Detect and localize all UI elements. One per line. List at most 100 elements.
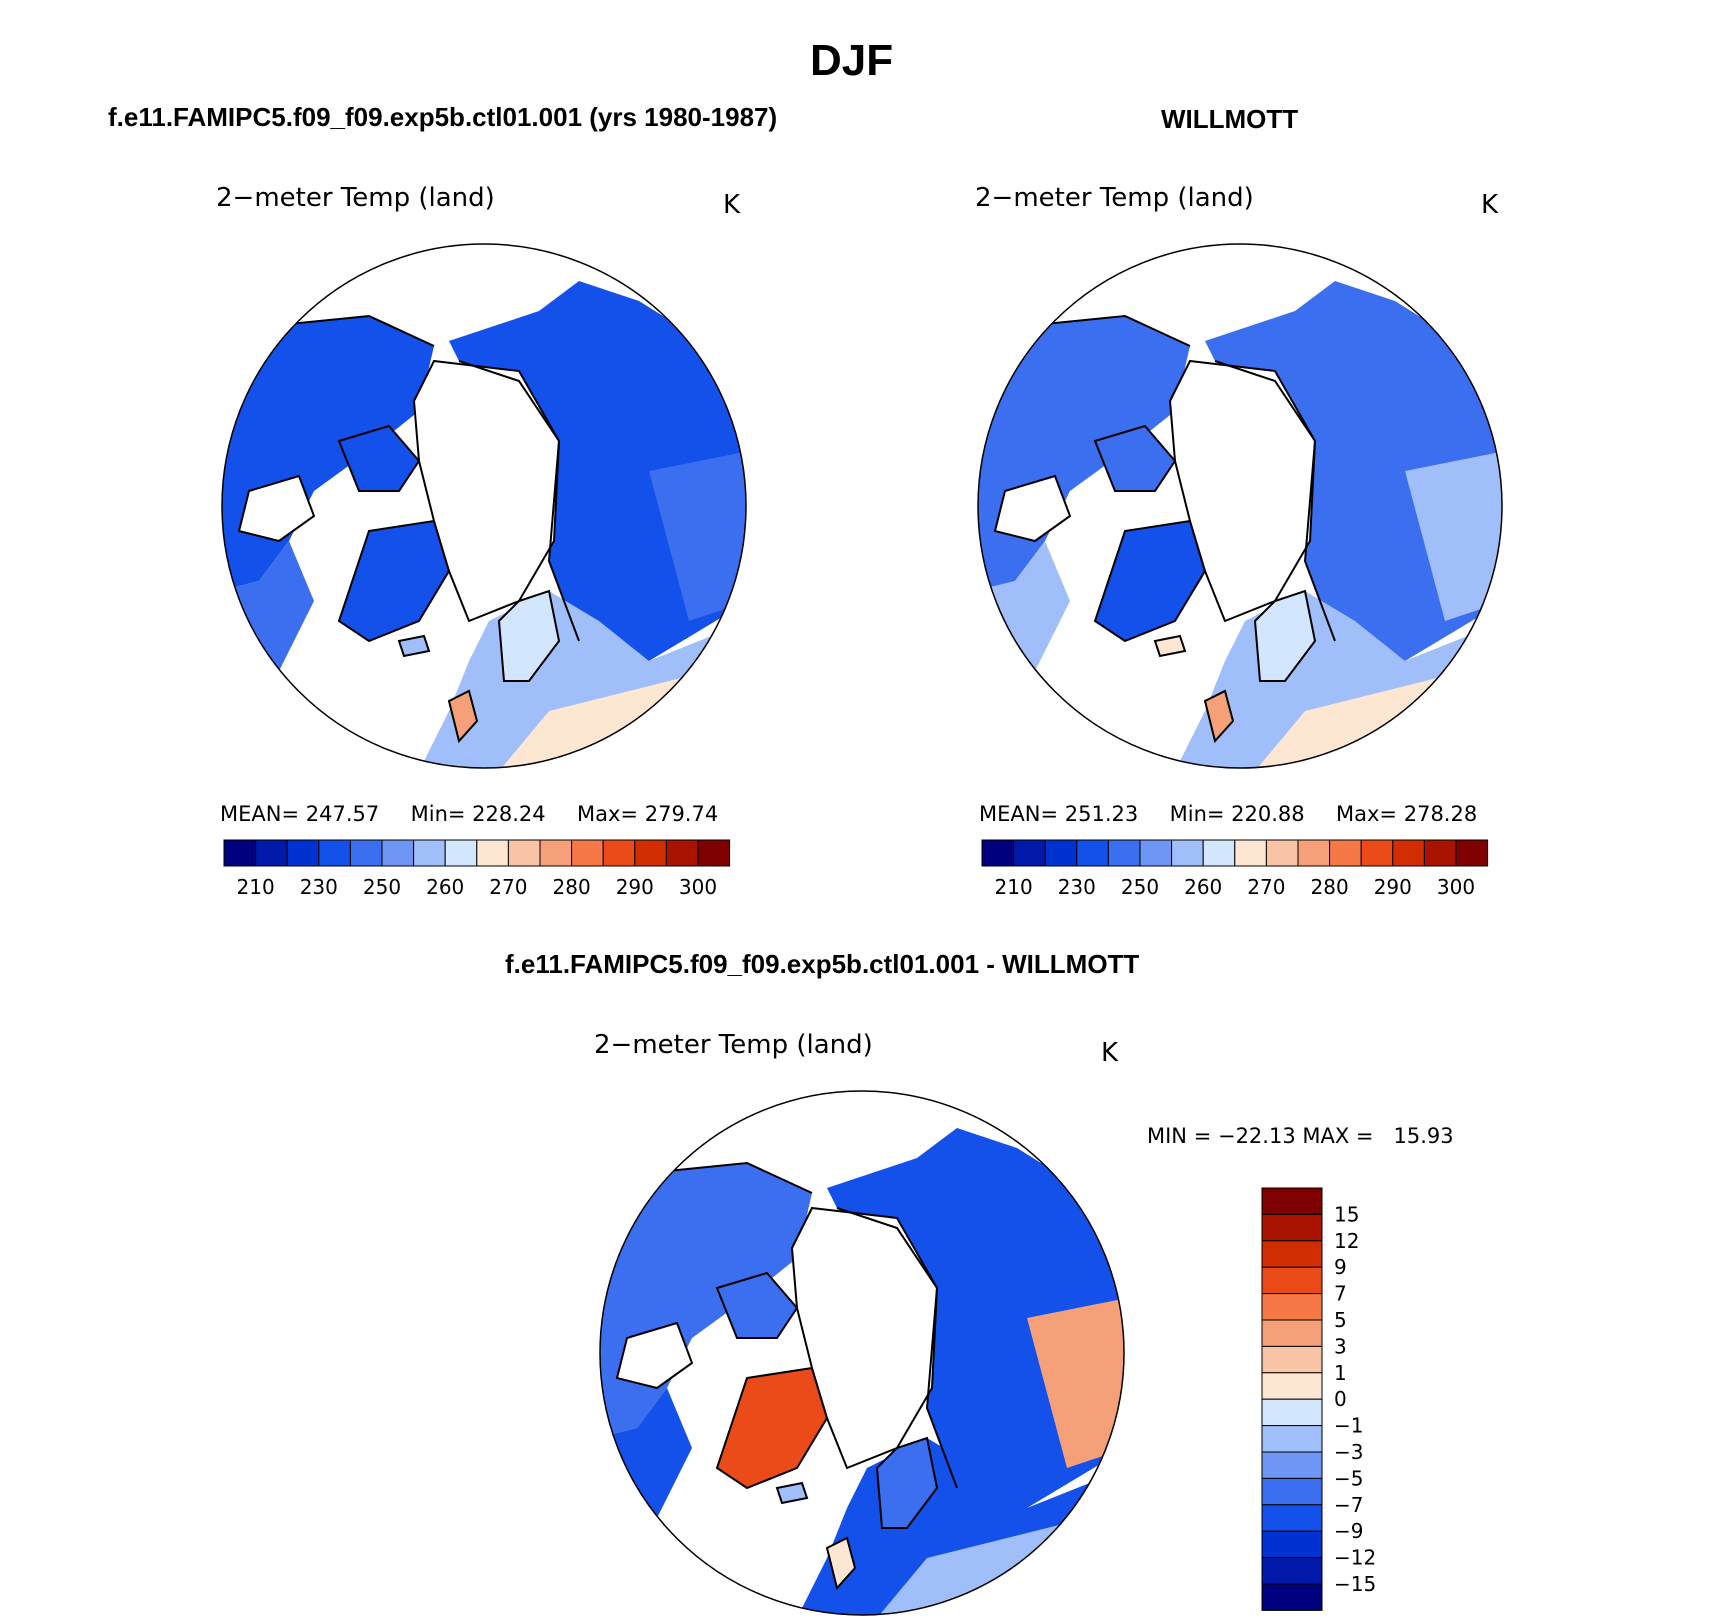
colorbar-tick-label: −1 bbox=[1334, 1414, 1363, 1438]
coastline-eurasia bbox=[836, 1207, 958, 1489]
colorbar-box bbox=[1261, 1425, 1323, 1453]
model-max-label: Max= bbox=[577, 802, 639, 826]
obs-colorbar: 210 230 250 260 270 280 290 300 bbox=[981, 839, 1489, 899]
obs-max-value: 278.28 bbox=[1403, 802, 1478, 826]
colorbar-tick-label: 12 bbox=[1334, 1229, 1359, 1253]
colorbar-box bbox=[1261, 1398, 1323, 1427]
colorbar-box bbox=[286, 839, 320, 867]
colorbar-tick-label: 280 bbox=[553, 875, 591, 899]
obs-min-value: 220.88 bbox=[1231, 802, 1305, 826]
colorbar-box bbox=[1455, 839, 1489, 867]
colorbar-tick-label: 250 bbox=[1121, 875, 1159, 899]
land-iceland bbox=[397, 634, 431, 658]
land-eurasia bbox=[827, 1128, 1124, 1508]
colorbar-tick-label: −12 bbox=[1334, 1546, 1376, 1570]
colorbar-box bbox=[1261, 1319, 1323, 1347]
model-colorbar: 210 230 250 260 270 280 290 300 bbox=[223, 839, 731, 899]
colorbar-box bbox=[571, 839, 604, 867]
hudson-bay bbox=[993, 474, 1072, 543]
colorbar-tick-label: 300 bbox=[1437, 875, 1475, 899]
arctic-ocean bbox=[790, 1206, 939, 1470]
colorbar-box bbox=[697, 839, 731, 867]
model-stats: MEAN= 247.57 Min= 228.24 Max= 279.74 bbox=[220, 802, 718, 826]
colorbar-box bbox=[1139, 839, 1173, 867]
colorbar-tick-label: 260 bbox=[1184, 875, 1222, 899]
hudson-bay bbox=[237, 474, 316, 543]
colorbar-box bbox=[1297, 839, 1331, 867]
colorbar-box bbox=[1261, 1451, 1323, 1479]
model-variable-title: 2−meter Temp (land) bbox=[216, 183, 495, 213]
obs-variable-title: 2−meter Temp (land) bbox=[975, 183, 1254, 213]
colorbar-box bbox=[1423, 839, 1457, 867]
coastline-eurasia bbox=[458, 360, 580, 642]
land-iceland bbox=[775, 1481, 809, 1505]
colorbar-box bbox=[1261, 1477, 1323, 1506]
colorbar-tick-label: −5 bbox=[1334, 1466, 1363, 1490]
colorbar-tick-label: −3 bbox=[1334, 1440, 1363, 1464]
colorbar-tick-label: 290 bbox=[1374, 875, 1412, 899]
land-british-isles bbox=[825, 1536, 857, 1591]
obs-panel-header: WILLMOTT bbox=[1161, 104, 1299, 134]
obs-units-label: K bbox=[1481, 190, 1499, 220]
colorbar-box bbox=[1261, 1240, 1323, 1268]
land-eurasia bbox=[1205, 281, 1502, 661]
colorbar-tick-label: 280 bbox=[1311, 875, 1349, 899]
colorbar-box bbox=[1261, 1213, 1323, 1242]
colorbar-tick-label: 5 bbox=[1334, 1308, 1347, 1332]
colorbar-tick-label: 230 bbox=[300, 875, 338, 899]
land-arctic-archipelago bbox=[715, 1271, 799, 1339]
obs-mean-value: 251.23 bbox=[1064, 802, 1139, 826]
colorbar-box bbox=[602, 839, 636, 867]
colorbar-tick-label: −15 bbox=[1334, 1572, 1376, 1596]
obs-mean-label: MEAN= bbox=[979, 802, 1059, 826]
colorbar-box bbox=[1392, 839, 1425, 867]
colorbar-box bbox=[1261, 1293, 1323, 1321]
colorbar-box bbox=[1202, 839, 1236, 867]
colorbar-box bbox=[1261, 1266, 1323, 1295]
colorbar-box bbox=[223, 839, 257, 867]
colorbar-tick-label: 270 bbox=[1247, 875, 1285, 899]
colorbar-box bbox=[381, 839, 415, 867]
obs-max-label: Max= bbox=[1336, 802, 1398, 826]
colorbar-tick-label: −9 bbox=[1334, 1519, 1363, 1543]
colorbar-tick-label: 290 bbox=[616, 875, 654, 899]
land-british-isles bbox=[447, 689, 479, 744]
colorbar-tick-label: 15 bbox=[1334, 1202, 1359, 1226]
hudson-bay bbox=[615, 1321, 694, 1390]
colorbar-box bbox=[1261, 1504, 1323, 1532]
land-iceland bbox=[1153, 634, 1187, 658]
coastline-eurasia bbox=[1214, 360, 1336, 642]
colorbar-box bbox=[476, 839, 509, 867]
map-boundary-circle bbox=[221, 243, 747, 769]
obs-min-label: Min= bbox=[1169, 802, 1225, 826]
model-units-label: K bbox=[723, 190, 741, 220]
colorbar-box bbox=[1265, 839, 1299, 867]
arctic-ocean bbox=[1168, 359, 1317, 623]
colorbar-tick-label: 0 bbox=[1334, 1387, 1347, 1411]
colorbar-box bbox=[444, 839, 478, 867]
model-mean-label: MEAN= bbox=[220, 802, 300, 826]
colorbar-box bbox=[1261, 1345, 1323, 1374]
model-min-label: Min= bbox=[410, 802, 466, 826]
diff-variable-title: 2−meter Temp (land) bbox=[594, 1030, 873, 1060]
map-boundary-circle bbox=[977, 243, 1503, 769]
colorbar-box bbox=[1076, 839, 1109, 867]
colorbar-tick-label: 230 bbox=[1058, 875, 1096, 899]
colorbar-box bbox=[255, 839, 288, 867]
colorbar-box bbox=[634, 839, 667, 867]
colorbar-box bbox=[1013, 839, 1046, 867]
model-mean-value: 247.57 bbox=[305, 802, 380, 826]
land-eurasia-south bbox=[1027, 1298, 1124, 1468]
colorbar-tick-label: 260 bbox=[426, 875, 464, 899]
colorbar-tick-label: 250 bbox=[363, 875, 401, 899]
land-eurasia-south bbox=[649, 451, 746, 621]
colorbar-box bbox=[1261, 1187, 1323, 1215]
colorbar-box bbox=[1261, 1372, 1323, 1400]
land-scandinavia bbox=[1253, 589, 1317, 682]
colorbar-box bbox=[665, 839, 699, 867]
obs-polar-map bbox=[977, 243, 1503, 769]
diff-colorbar: 15 129 753 10 −1−3−5 −7−9 −12−15 bbox=[1261, 1187, 1376, 1611]
colorbar-box bbox=[539, 839, 573, 867]
colorbar-tick-label: 7 bbox=[1334, 1282, 1347, 1306]
diff-panel-header: f.e11.FAMIPC5.f09_f09.exp5b.ctl01.001 - … bbox=[505, 949, 1140, 979]
